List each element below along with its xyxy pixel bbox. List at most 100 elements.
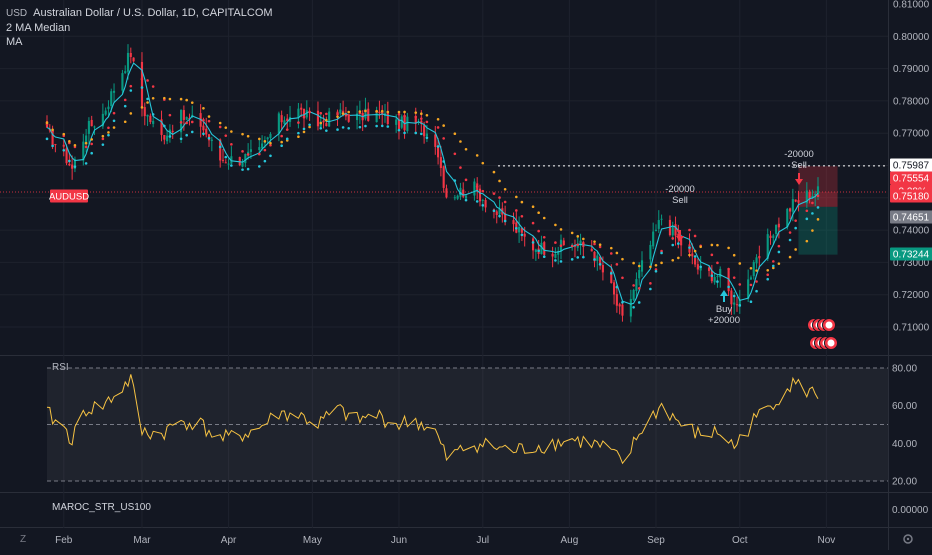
candle-body — [738, 299, 741, 307]
ma-dots-red — [693, 234, 697, 238]
ma-dots-orange — [475, 154, 479, 157]
ma-dots-orange — [660, 261, 663, 265]
ma-dots-orange — [609, 246, 613, 250]
ma-dots-red — [414, 115, 418, 119]
price-axis-badge — [890, 189, 932, 203]
candle-body — [68, 163, 71, 166]
ma-dots-teal — [179, 137, 183, 141]
ma-dots-teal — [51, 144, 54, 148]
indicator-ma[interactable]: MA — [6, 36, 23, 48]
symbol-title[interactable]: Australian Dollar / U.S. Dollar, 1D, CAP… — [33, 7, 273, 19]
candle-body — [400, 116, 403, 128]
ma-dots-orange — [593, 240, 596, 243]
ma-dots-teal — [637, 301, 641, 304]
ma-dots-teal — [90, 151, 93, 155]
ma-line-teal — [46, 62, 819, 305]
time-tick-label: Jun — [391, 535, 407, 546]
candle-body — [632, 289, 635, 300]
ma-dots-red — [90, 142, 93, 146]
ma-dots-orange — [185, 98, 188, 102]
ma-dots-orange — [554, 223, 557, 227]
maroc-label[interactable]: MAROC_STR_US100 — [52, 502, 151, 513]
ma-dots-orange — [263, 139, 267, 143]
candle-body — [364, 108, 367, 119]
candle-body — [610, 271, 613, 284]
ma-dots-orange — [190, 101, 194, 104]
ma-dots-orange — [84, 141, 88, 145]
ma-dots-teal — [246, 167, 250, 171]
ma-dots-red — [436, 126, 440, 129]
ma-dots-teal — [258, 165, 261, 168]
rsi-label[interactable]: RSI — [52, 362, 69, 373]
candle-body — [512, 220, 515, 225]
ma-dots-orange — [258, 137, 261, 141]
currency-label[interactable]: USD — [6, 8, 28, 19]
candle-body — [110, 91, 113, 107]
candle-body — [146, 114, 149, 117]
ma-dots-red — [542, 235, 546, 239]
ma-dots-orange — [425, 114, 429, 117]
candle-body — [185, 116, 188, 120]
indicator-ma-median[interactable]: 2 MA Median — [6, 22, 71, 34]
ma-dots-red — [559, 244, 563, 248]
z-icon[interactable]: Z — [20, 534, 27, 545]
ma-dots-orange — [537, 211, 540, 215]
ma-dots-red — [168, 113, 172, 117]
ma-dots-teal — [436, 145, 440, 148]
ma-dots-red — [609, 252, 613, 255]
ma-dots-orange — [62, 132, 66, 136]
candle-body — [640, 260, 644, 272]
ma-dots-red — [582, 242, 585, 246]
event-flag-icon — [827, 339, 835, 347]
ma-dots-red — [297, 121, 300, 124]
candle-body — [464, 195, 468, 199]
ma-dots-red — [732, 276, 736, 279]
price-axis-badge-text: 0.75554 — [893, 174, 930, 185]
ma-dots-teal — [302, 127, 306, 131]
ma-dots-red — [570, 244, 574, 248]
candle-body — [386, 112, 389, 125]
candle-body — [414, 117, 417, 124]
ma-dots-teal — [146, 97, 149, 101]
ma-dots-orange — [308, 125, 311, 129]
candle-body — [523, 233, 526, 237]
ma-dots-teal — [598, 263, 602, 266]
price-axis-badge-text: 0.75180 — [893, 191, 930, 202]
candle-body — [344, 113, 347, 117]
ma-dots-red — [766, 273, 770, 277]
ma-dots-teal — [772, 264, 775, 268]
rsi-tick-label: 40.00 — [892, 439, 917, 450]
candle-body — [719, 268, 722, 278]
ma-dots-orange — [380, 109, 384, 113]
ma-dots-orange — [297, 135, 300, 139]
ma-dots-teal — [319, 127, 323, 130]
price-axis-badge-text: 0.73244 — [893, 250, 930, 261]
price-axis-badge-text: 0.74651 — [893, 213, 930, 224]
candle-body — [395, 119, 398, 125]
ma-dots-teal — [375, 124, 378, 128]
ma-dots-orange — [375, 109, 378, 113]
ma-dots-orange — [710, 243, 714, 247]
candle-body — [814, 194, 817, 196]
ma-dots-teal — [649, 287, 652, 291]
ma-dots-teal — [358, 125, 362, 129]
candle-body — [473, 181, 476, 196]
price-tick-label: 0.79000 — [893, 64, 930, 75]
ma-dots-teal — [459, 192, 462, 195]
ma-dots-teal — [503, 219, 507, 223]
candle-body — [599, 256, 602, 265]
ma-dots-orange — [699, 245, 702, 249]
ma-dots-red — [716, 261, 719, 265]
candle-body — [481, 199, 484, 201]
candle-body — [328, 111, 331, 127]
candle-body — [654, 229, 658, 231]
ma-dots-red — [749, 283, 753, 287]
ma-dots-red — [677, 229, 680, 233]
ma-dots-red — [503, 200, 507, 204]
ma-dots-red — [285, 128, 289, 131]
candle-body — [694, 258, 697, 265]
ma-dots-teal — [123, 104, 127, 108]
ma-dots-teal — [693, 255, 697, 258]
